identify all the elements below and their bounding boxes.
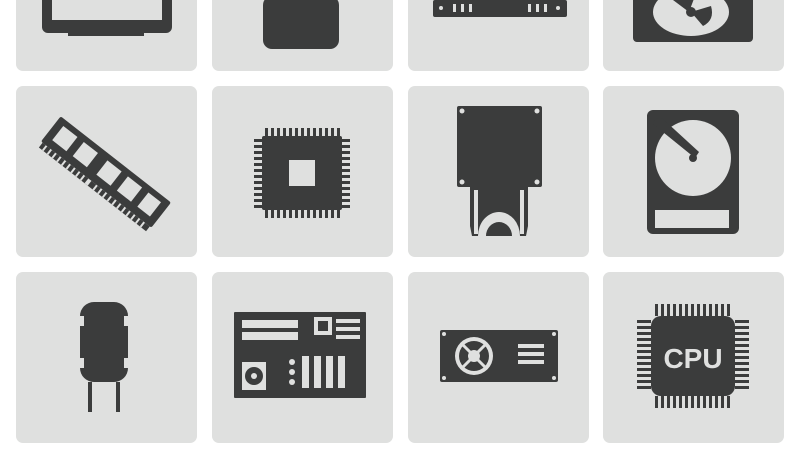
hard-drive-icon	[647, 110, 739, 234]
ram-module-icon	[38, 117, 171, 232]
ram-tile[interactable]	[16, 86, 197, 257]
fan-case-tile[interactable]	[603, 0, 784, 71]
optical-drive-tile[interactable]	[408, 86, 589, 257]
cpu-label: CPU	[663, 343, 722, 374]
cpu-icon: CPU	[637, 304, 749, 408]
device-tile[interactable]	[212, 0, 393, 71]
router-icon	[433, 0, 567, 17]
cpu-tile[interactable]: CPU	[603, 272, 784, 443]
device-icon	[263, 0, 339, 49]
monitor-tile[interactable]	[16, 0, 197, 71]
chip-tile[interactable]	[212, 86, 393, 257]
capacitor-icon	[78, 302, 130, 412]
optical-drive-icon	[457, 106, 542, 236]
motherboard-tile[interactable]	[212, 272, 393, 443]
chip-icon	[254, 128, 350, 218]
hard-drive-tile[interactable]	[603, 86, 784, 257]
capacitor-tile[interactable]	[16, 272, 197, 443]
power-supply-tile[interactable]	[408, 272, 589, 443]
router-tile[interactable]	[408, 0, 589, 71]
fan-case-icon	[633, 0, 753, 42]
motherboard-icon	[234, 312, 366, 398]
power-supply-icon	[440, 330, 558, 382]
monitor-icon	[42, 0, 172, 36]
